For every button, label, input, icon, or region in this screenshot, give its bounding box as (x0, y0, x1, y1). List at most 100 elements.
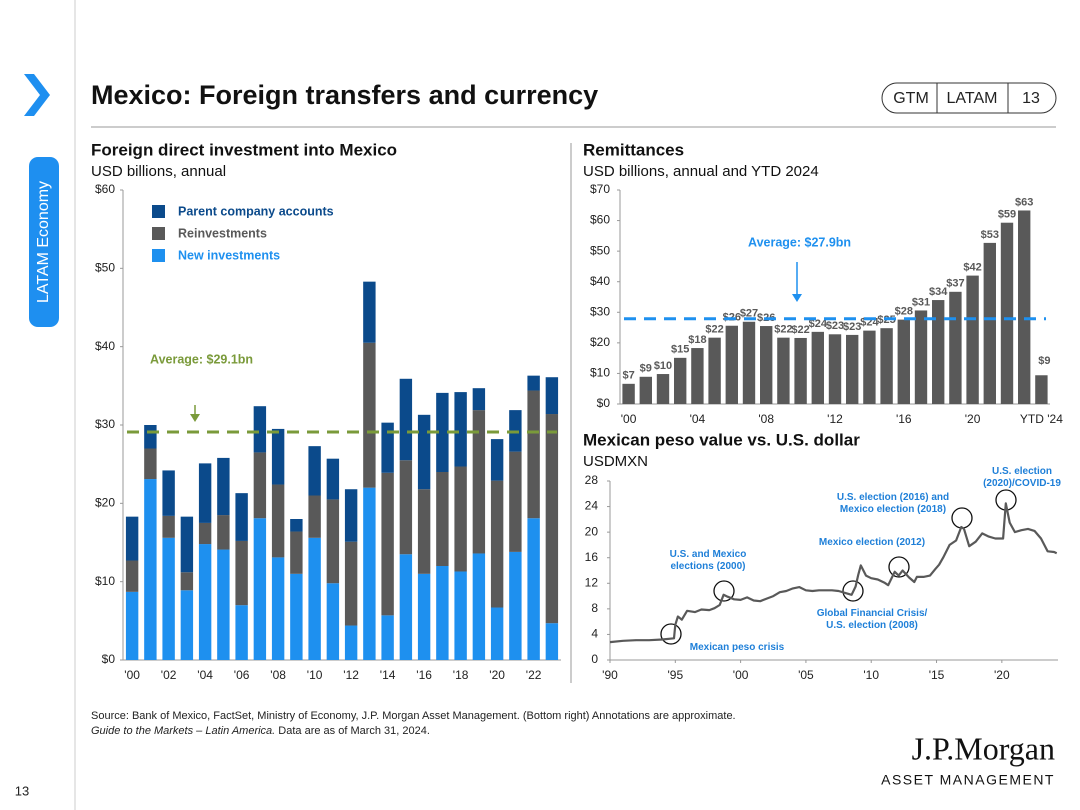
x-tick-label: '18 (453, 668, 469, 682)
legend-label: Parent company accounts (178, 204, 334, 218)
average-label: Average: $27.9bn (748, 235, 851, 249)
value-label: $34 (929, 286, 948, 298)
legend-label: Reinvestments (178, 226, 267, 240)
bar-segment (235, 605, 248, 660)
bar-segment (381, 422, 394, 473)
x-tick-label: '05 (798, 668, 814, 682)
bar-segment (125, 516, 139, 561)
bar-segment (290, 519, 303, 532)
annotation-circle (660, 623, 682, 645)
value-label: $22 (774, 324, 792, 336)
chevron (24, 74, 50, 116)
annotation-circle (713, 580, 735, 602)
y-tick-label: $40 (590, 274, 610, 288)
bar-segment (454, 392, 467, 467)
bar-segment (363, 342, 376, 488)
y-tick-label: 8 (591, 601, 598, 615)
value-label: $63 (1015, 196, 1033, 208)
bar (794, 337, 807, 404)
bar-segment (162, 515, 175, 538)
bar-segment (344, 625, 358, 660)
value-label: $15 (671, 344, 689, 356)
bar-segment (417, 573, 431, 660)
bar (846, 334, 859, 404)
y-tick-label: 0 (591, 652, 598, 666)
y-tick-label: 12 (585, 575, 599, 589)
x-tick-label: '02 (161, 668, 177, 682)
annotation-circle (842, 580, 864, 602)
bar-segment (472, 410, 486, 554)
chart-title: Mexican peso value vs. U.S. dollar (583, 430, 860, 449)
legend-swatch (152, 205, 165, 218)
value-label: $53 (981, 229, 999, 241)
bar (1018, 210, 1031, 404)
y-tick-label: 20 (585, 524, 599, 538)
bar (932, 300, 945, 404)
bar-segment (490, 607, 504, 660)
x-tick-label: '20 (489, 668, 505, 682)
bar-segment (271, 484, 285, 558)
bar (708, 337, 721, 404)
bar-segment (235, 540, 248, 606)
value-label: $22 (791, 324, 809, 336)
y-tick-label: 4 (591, 627, 598, 641)
bar (760, 326, 773, 404)
annotation-circle (888, 556, 910, 578)
x-tick-label: '06 (234, 668, 250, 682)
badge-text: 13 (1022, 90, 1040, 107)
bar-segment (180, 590, 194, 660)
arrow-head (792, 294, 802, 302)
legend-swatch (152, 227, 165, 240)
note: Data are as of March 31, 2024. (275, 725, 430, 737)
bar-segment (198, 544, 212, 660)
bar-segment (417, 414, 431, 490)
value-label: $24 (809, 318, 828, 330)
annotation: U.S. and Mexico elections (2000) (669, 549, 747, 572)
y-tick-label: 28 (585, 473, 599, 487)
value-label: $9 (1038, 355, 1050, 367)
bar-segment (472, 388, 486, 411)
bar-segment (363, 487, 376, 660)
bar-segment (217, 549, 230, 660)
bar (863, 330, 876, 404)
bar-segment (436, 392, 449, 472)
value-label: $22 (705, 324, 723, 336)
footnote: Guide to the Markets – Latin America. Da… (91, 725, 430, 737)
bar-segment (180, 516, 194, 573)
bar-segment (308, 446, 321, 496)
bar-segment (253, 518, 267, 660)
bar (914, 310, 928, 404)
legend-label: New investments (178, 248, 280, 262)
value-label: $7 (622, 370, 634, 382)
section-tab (29, 157, 59, 327)
bar (742, 321, 756, 404)
bar-segment (308, 537, 321, 660)
bar-segment (271, 428, 285, 485)
legend-swatch (152, 249, 165, 262)
x-tick-label: YTD '24 (1020, 412, 1063, 426)
bar (674, 357, 687, 404)
y-tick-label: $60 (95, 182, 115, 196)
value-label: $10 (654, 360, 672, 372)
bar-segment (490, 480, 504, 608)
annotation: U.S. election (2016) and Mexico election… (836, 492, 950, 515)
bar-segment (180, 572, 194, 591)
value-label: $18 (688, 334, 706, 346)
x-tick-label: '08 (758, 412, 774, 426)
bar-segment (253, 452, 267, 519)
bar-segment (381, 615, 394, 660)
annotation: Global Financial Crisis/ U.S. election (… (816, 608, 928, 631)
chart-subtitle: USD billions, annual (91, 163, 226, 180)
section-label: LATAM Economy (35, 181, 52, 303)
value-label: $37 (946, 278, 964, 290)
badge-text: GTM (893, 90, 929, 107)
annotation-circles (660, 489, 1017, 645)
bar-segment (326, 583, 340, 660)
bar (622, 383, 635, 404)
bar (1000, 222, 1014, 404)
value-label: $23 (843, 321, 861, 333)
bar-segment (527, 518, 540, 660)
bar-segment (344, 541, 358, 626)
